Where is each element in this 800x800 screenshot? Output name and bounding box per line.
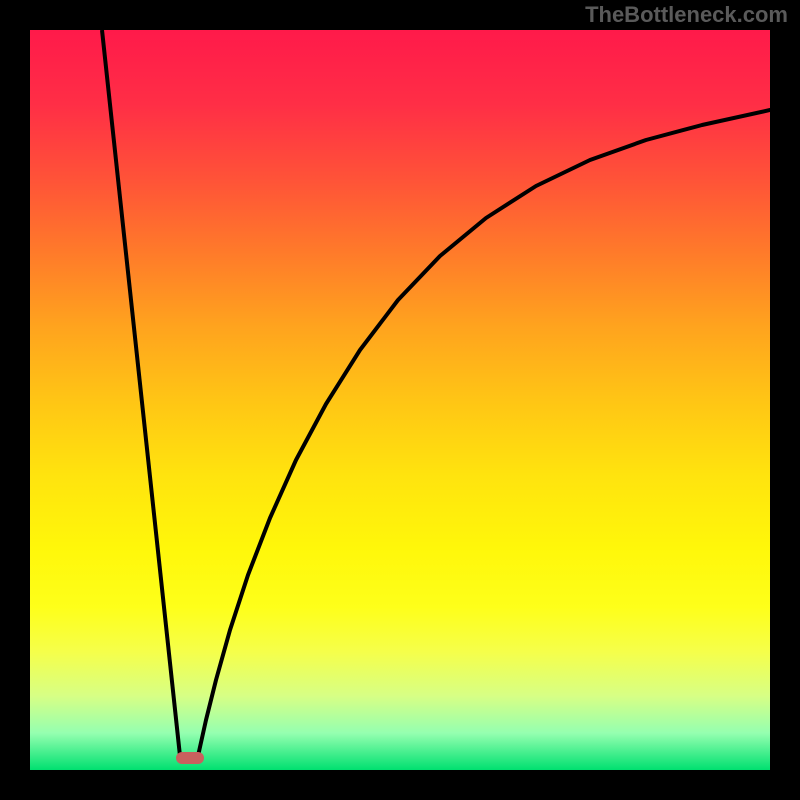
bottleneck-chart: TheBottleneck.com <box>0 0 800 800</box>
plot-area <box>30 30 770 770</box>
optimum-marker <box>176 752 204 764</box>
curves-layer <box>30 30 770 770</box>
left-line <box>102 30 180 756</box>
watermark-text: TheBottleneck.com <box>585 2 788 28</box>
right-curve <box>198 110 770 756</box>
